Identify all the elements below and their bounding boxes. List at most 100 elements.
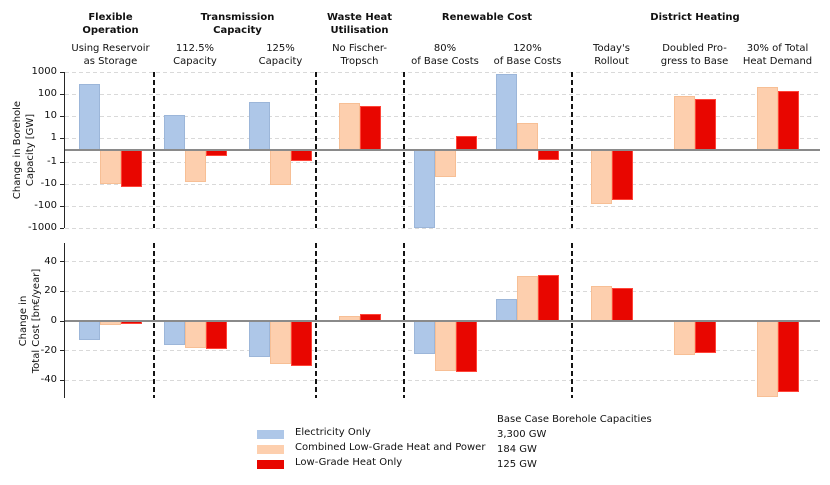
y-tick-mark xyxy=(60,261,64,263)
bar-combined_heat_power xyxy=(756,87,778,150)
y-axis-title: Change in Borehole Capacity [GW] xyxy=(12,100,36,200)
bar-low_grade_heat xyxy=(611,150,633,201)
bar-low_grade_heat xyxy=(777,90,799,150)
bar-low_grade_heat xyxy=(611,288,633,321)
y-axis-title: Change in Total Cost [bn€/year] xyxy=(18,268,42,373)
scenario-separator xyxy=(402,243,405,398)
bar-low_grade_heat xyxy=(694,321,716,353)
y-tick-label: 0 xyxy=(50,315,57,326)
bar-combined_heat_power xyxy=(517,122,538,150)
category-label: Doubled Pro-gress to Base xyxy=(660,43,729,67)
bar-low_grade_heat xyxy=(359,106,381,150)
note-value: 3,300 GW xyxy=(497,429,547,440)
bar-combined_heat_power xyxy=(338,102,360,150)
bar-electricity_only xyxy=(163,115,185,150)
zero-line xyxy=(65,149,820,151)
legend-item: Electricity Only xyxy=(257,427,487,443)
y-tick-mark xyxy=(60,137,64,139)
category-label: 125% Capacity xyxy=(258,43,303,67)
y-tick-mark xyxy=(60,183,64,185)
bar-combined_heat_power xyxy=(590,150,612,205)
bar-electricity_only xyxy=(79,83,100,150)
bar-low_grade_heat xyxy=(455,136,477,150)
bar-low_grade_heat xyxy=(205,321,227,350)
y-tick-label: -100 xyxy=(34,200,57,211)
scenario-separator xyxy=(570,243,573,398)
grid-line xyxy=(65,137,820,139)
note-value: 184 GW xyxy=(497,444,537,455)
y-tick-mark xyxy=(60,205,64,207)
y-tick-mark xyxy=(60,115,64,117)
legend-label: Combined Low-Grade Heat and Power xyxy=(295,442,486,453)
bar-combined_heat_power xyxy=(270,150,291,185)
category-label: 120% of Base Costs xyxy=(493,43,562,67)
bar-low_grade_heat xyxy=(121,150,142,187)
bar-electricity_only xyxy=(249,321,270,358)
scenario-separator xyxy=(152,243,155,398)
category-label: 112.5% Capacity xyxy=(173,43,217,67)
bar-low_grade_heat xyxy=(694,98,716,150)
category-label: 30% of Total Heat Demand xyxy=(742,43,813,67)
scenario-separator xyxy=(402,72,405,228)
bar-combined_heat_power xyxy=(184,150,206,182)
scenario-separator xyxy=(315,243,317,398)
bar-low_grade_heat xyxy=(538,150,559,160)
zero-line xyxy=(65,320,820,322)
y-tick-label: -1 xyxy=(47,156,57,167)
bar-electricity_only xyxy=(249,101,270,150)
bar-low_grade_heat xyxy=(291,321,312,366)
y-tick-label: -1000 xyxy=(27,222,57,233)
category-label: Today's Rollout xyxy=(593,43,630,67)
bar-low_grade_heat xyxy=(538,274,559,321)
legend-swatch-electricity_only xyxy=(257,430,284,439)
section-title: Transmission Capacity xyxy=(200,12,275,36)
y-tick-label: 100 xyxy=(37,88,57,99)
bar-electricity_only xyxy=(79,321,100,341)
section-title: Renewable Cost xyxy=(441,12,533,23)
legend-item: Low-Grade Heat Only xyxy=(257,457,487,473)
bar-electricity_only xyxy=(413,321,435,354)
grid-line xyxy=(65,183,820,185)
legend-item: Combined Low-Grade Heat and Power xyxy=(257,442,487,458)
bar-low_grade_heat xyxy=(455,321,477,373)
y-tick-mark xyxy=(60,161,64,163)
bar-low_grade_heat xyxy=(777,321,799,393)
y-axis-spine xyxy=(64,243,65,398)
y-axis-spine xyxy=(64,72,65,228)
scenario-separator xyxy=(152,72,155,228)
bar-combined_heat_power xyxy=(673,96,695,150)
legend-label: Electricity Only xyxy=(295,427,371,438)
bar-combined_heat_power xyxy=(590,286,612,321)
y-tick-label: 1000 xyxy=(31,66,57,77)
bar-combined_heat_power xyxy=(434,150,456,178)
y-tick-mark xyxy=(60,227,64,229)
y-tick-mark xyxy=(60,290,64,292)
legend-label: Low-Grade Heat Only xyxy=(295,457,403,468)
grid-line xyxy=(65,227,820,229)
bar-combined_heat_power xyxy=(184,321,206,349)
bar-combined_heat_power xyxy=(673,321,695,356)
y-tick-label: -40 xyxy=(40,374,57,386)
bar-combined_heat_power xyxy=(270,321,291,365)
y-tick-mark xyxy=(60,93,64,95)
category-label: No Fischer- Tropsch xyxy=(332,43,387,67)
borehole-capacity-plot: 1000 100 10 1 -1 -10 -100 -1000 Change in Boreho… xyxy=(12,66,820,233)
bar-combined_heat_power xyxy=(434,321,456,371)
y-tick-mark xyxy=(60,71,64,73)
y-tick-mark xyxy=(60,350,64,352)
y-tick-mark xyxy=(60,320,64,322)
bar-electricity_only xyxy=(413,150,435,228)
total-cost-plot: 40 20 0 -20 -40 Change in Total Cost [bn€/year… xyxy=(18,243,820,398)
legend-swatch-low_grade_heat xyxy=(257,460,284,469)
note-value: 125 GW xyxy=(497,459,537,470)
y-tick-label: 40 xyxy=(44,255,57,267)
grid-line xyxy=(65,93,820,95)
y-tick-label: 10 xyxy=(44,110,57,121)
bar-combined_heat_power xyxy=(756,321,778,397)
bar-combined_heat_power xyxy=(517,276,538,321)
grid-line xyxy=(65,71,820,73)
section-title: District Heating xyxy=(650,12,740,23)
bar-combined_heat_power xyxy=(100,150,121,184)
scenario-separator xyxy=(315,72,317,228)
